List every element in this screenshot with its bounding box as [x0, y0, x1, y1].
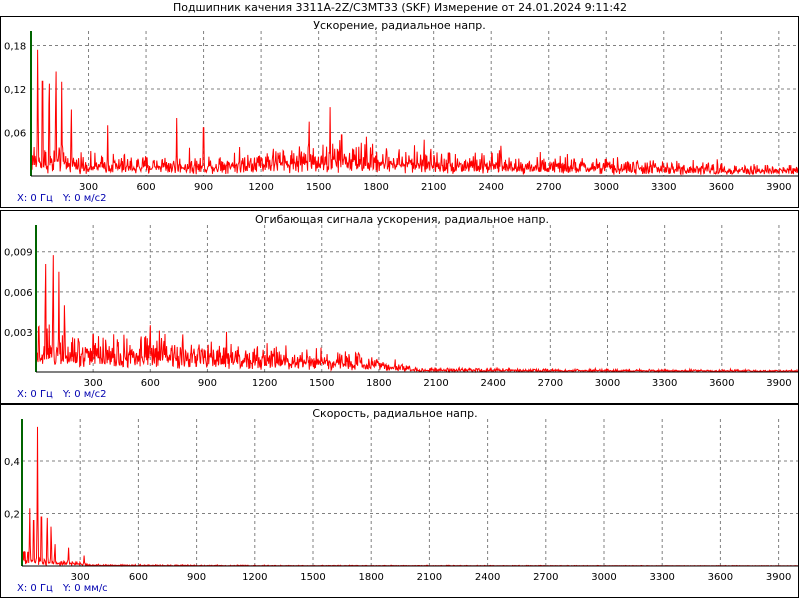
readout-y: Y: 0 мм/с — [62, 583, 108, 594]
chart-title: Огибающая сигнала ускорения, радиальное … — [255, 213, 549, 226]
x-tick-label: 300 — [84, 378, 103, 389]
x-tick-label: 600 — [129, 572, 148, 583]
readout-x: X: 0 Гц — [17, 389, 53, 400]
y-tick-label: 0,4 — [4, 457, 20, 468]
x-tick-label: 1500 — [300, 572, 325, 583]
x-tick-label: 2100 — [417, 572, 442, 583]
x-tick-label: 1500 — [306, 182, 331, 193]
x-tick-label: 1500 — [309, 378, 334, 389]
window-title: Подшипник качения 3311A-2Z/C3MT33 (SKF) … — [172, 1, 628, 14]
x-tick-label: 2100 — [423, 378, 448, 389]
x-tick-label: 3900 — [766, 182, 791, 193]
y-tick-label: 0,009 — [4, 248, 33, 259]
x-tick-label: 2400 — [480, 378, 505, 389]
readout-y: Y: 0 м/с2 — [62, 193, 107, 204]
x-tick-label: 3600 — [709, 378, 734, 389]
x-tick-label: 1200 — [248, 182, 273, 193]
x-tick-label: 600 — [137, 182, 156, 193]
x-tick-label: 900 — [198, 378, 217, 389]
x-tick-label: 600 — [141, 378, 160, 389]
spectrum-series — [30, 49, 798, 176]
x-tick-label: 2700 — [538, 378, 563, 389]
y-tick-label: 0,12 — [4, 85, 26, 96]
x-tick-label: 2700 — [536, 182, 561, 193]
x-tick-label: 3600 — [708, 572, 733, 583]
spectrum-series — [35, 255, 798, 374]
x-tick-label: 3000 — [595, 378, 620, 389]
cursor-readout: X: 0 Гц Y: 0 мм/с — [17, 583, 118, 594]
x-tick-label: 1800 — [363, 182, 388, 193]
y-tick-label: 0,006 — [4, 288, 33, 299]
chart-title: Скорость, радиальное напр. — [312, 407, 477, 420]
x-tick-label: 900 — [194, 182, 213, 193]
y-tick-label: 0,06 — [4, 129, 26, 140]
x-tick-label: 300 — [79, 182, 98, 193]
x-tick-label: 2400 — [475, 572, 500, 583]
y-tick-label: 0,18 — [4, 42, 26, 53]
x-tick-label: 1800 — [366, 378, 391, 389]
velocity-panel[interactable]: Скорость, радиальное напр. 0,2 0,4 300 600 90… — [0, 404, 799, 598]
readout-y: Y: 0 м/с2 — [62, 389, 107, 400]
x-tick-label: 3300 — [649, 572, 674, 583]
x-tick-label: 1800 — [358, 572, 383, 583]
x-tick-label: 1200 — [252, 378, 277, 389]
x-tick-label: 3000 — [594, 182, 619, 193]
x-tick-label: 900 — [187, 572, 206, 583]
chart-title: Ускорение, радиальное напр. — [313, 19, 486, 32]
x-tick-label: 3900 — [766, 378, 791, 389]
envelope-panel[interactable]: Огибающая сигнала ускорения, радиальное … — [0, 210, 799, 404]
x-tick-label: 300 — [71, 572, 90, 583]
acceleration-panel[interactable]: Ускорение, радиальное напр. 0,06 0,12 0,18 3… — [0, 16, 799, 208]
x-tick-label: 3300 — [651, 182, 676, 193]
x-tick-label: 3600 — [709, 182, 734, 193]
x-tick-label: 3300 — [652, 378, 677, 389]
x-tick-label: 2400 — [478, 182, 503, 193]
y-tick-label: 0,003 — [4, 328, 33, 339]
velocity-chart[interactable]: Скорость, радиальное напр. 0,2 0,4 300 600 90… — [1, 405, 798, 597]
acceleration-chart[interactable]: Ускорение, радиальное напр. 0,06 0,12 0,18 3… — [1, 17, 798, 207]
cursor-readout: X: 0 Гц Y: 0 м/с2 — [17, 389, 117, 400]
cursor-readout: X: 0 Гц Y: 0 м/с2 — [17, 193, 117, 204]
readout-x: X: 0 Гц — [17, 193, 53, 204]
x-tick-label: 3900 — [766, 572, 791, 583]
readout-x: X: 0 Гц — [17, 583, 53, 594]
x-tick-label: 2100 — [421, 182, 446, 193]
y-tick-label: 0,2 — [4, 510, 20, 521]
x-tick-label: 2700 — [533, 572, 558, 583]
x-tick-label: 1200 — [242, 572, 267, 583]
envelope-chart[interactable]: Огибающая сигнала ускорения, радиальное … — [1, 211, 798, 403]
x-tick-label: 3000 — [591, 572, 616, 583]
